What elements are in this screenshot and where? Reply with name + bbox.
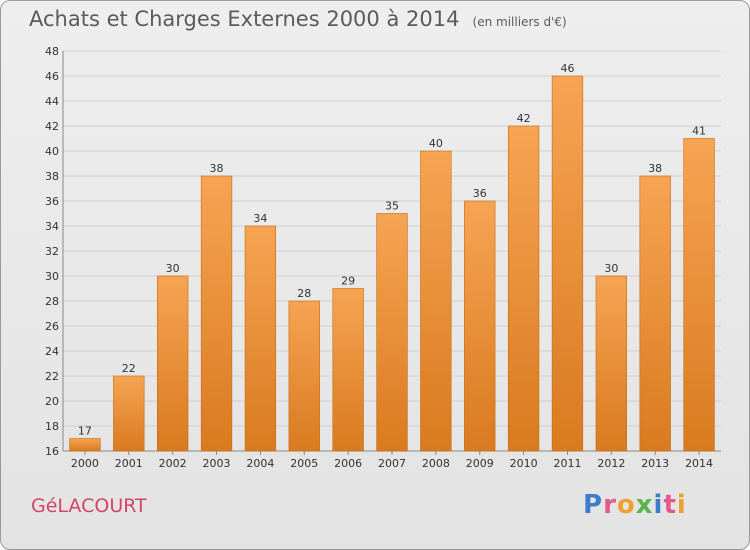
logo-letter: i [653, 490, 664, 520]
logo-letter: o [616, 490, 636, 520]
chart-title: Achats et Charges Externes 2000 à 2014 (… [29, 7, 567, 31]
bar-value-label: 30 [604, 262, 618, 275]
proxiti-logo: Proxiti [583, 490, 687, 520]
bar-value-label: 28 [297, 287, 311, 300]
x-tick-label: 2011 [553, 457, 581, 470]
bar [200, 175, 233, 452]
y-tick-label: 36 [45, 195, 59, 208]
title-main: Achats et Charges Externes 2000 à 2014 [29, 7, 460, 31]
bar [507, 125, 540, 452]
x-tick-label: 2003 [203, 457, 231, 470]
y-tick-label: 40 [45, 145, 59, 158]
y-tick-label: 38 [45, 170, 59, 183]
bar [69, 438, 101, 452]
x-tick-label: 2013 [641, 457, 669, 470]
x-tick-label: 2001 [115, 457, 143, 470]
bar [595, 275, 627, 452]
x-tick-label: 2012 [597, 457, 625, 470]
bar-value-label: 38 [648, 162, 662, 175]
logo-letter: P [583, 490, 604, 520]
commune-name: GéLACOURT [31, 495, 147, 517]
x-tick-label: 2006 [334, 457, 362, 470]
bar [551, 75, 584, 452]
y-tick-label: 34 [45, 220, 59, 233]
y-tick-label: 26 [45, 320, 59, 333]
x-tick-label: 2009 [466, 457, 494, 470]
logo-letter: x [635, 490, 654, 520]
bar-value-label: 34 [253, 212, 267, 225]
y-tick-label: 48 [45, 45, 59, 58]
x-tick-label: 2014 [685, 457, 713, 470]
y-tick-label: 18 [45, 420, 59, 433]
bar-value-label: 36 [473, 187, 487, 200]
bar-value-label: 17 [78, 425, 92, 438]
logo-letter: t [663, 490, 677, 520]
bar-value-label: 38 [210, 162, 224, 175]
bar [244, 225, 277, 452]
x-tick-label: 2002 [159, 457, 187, 470]
y-tick-label: 30 [45, 270, 59, 283]
logo-letter: r [603, 490, 617, 520]
bar-value-label: 41 [692, 125, 706, 138]
bar-value-label: 22 [122, 362, 136, 375]
y-tick-label: 44 [45, 95, 59, 108]
bar [683, 138, 715, 452]
x-tick-label: 2010 [510, 457, 538, 470]
bar [376, 213, 408, 452]
y-tick-label: 32 [45, 245, 59, 258]
bar-value-label: 30 [166, 262, 180, 275]
y-tick-label: 28 [45, 295, 59, 308]
bar-value-label: 46 [560, 62, 574, 75]
bar [420, 150, 452, 452]
bar-value-label: 35 [385, 200, 399, 213]
logo-letter: i [676, 490, 687, 520]
y-tick-label: 20 [45, 395, 59, 408]
y-tick-label: 16 [45, 445, 59, 458]
bar [113, 375, 145, 452]
x-tick-label: 2000 [71, 457, 99, 470]
x-tick-label: 2007 [378, 457, 406, 470]
bar-value-label: 29 [341, 275, 355, 288]
y-tick-label: 42 [45, 120, 59, 133]
y-tick-label: 24 [45, 345, 59, 358]
y-tick-label: 46 [45, 70, 59, 83]
x-tick-label: 2008 [422, 457, 450, 470]
x-tick-label: 2004 [246, 457, 274, 470]
bar [639, 175, 671, 452]
title-subtitle: (en milliers d'€) [472, 15, 567, 29]
x-tick-label: 2005 [290, 457, 318, 470]
bar [288, 300, 320, 452]
bar-value-label: 40 [429, 137, 443, 150]
bar [332, 288, 364, 452]
bar [464, 200, 496, 452]
bar [157, 275, 189, 452]
bar-value-label: 42 [517, 112, 531, 125]
y-tick-label: 22 [45, 370, 59, 383]
